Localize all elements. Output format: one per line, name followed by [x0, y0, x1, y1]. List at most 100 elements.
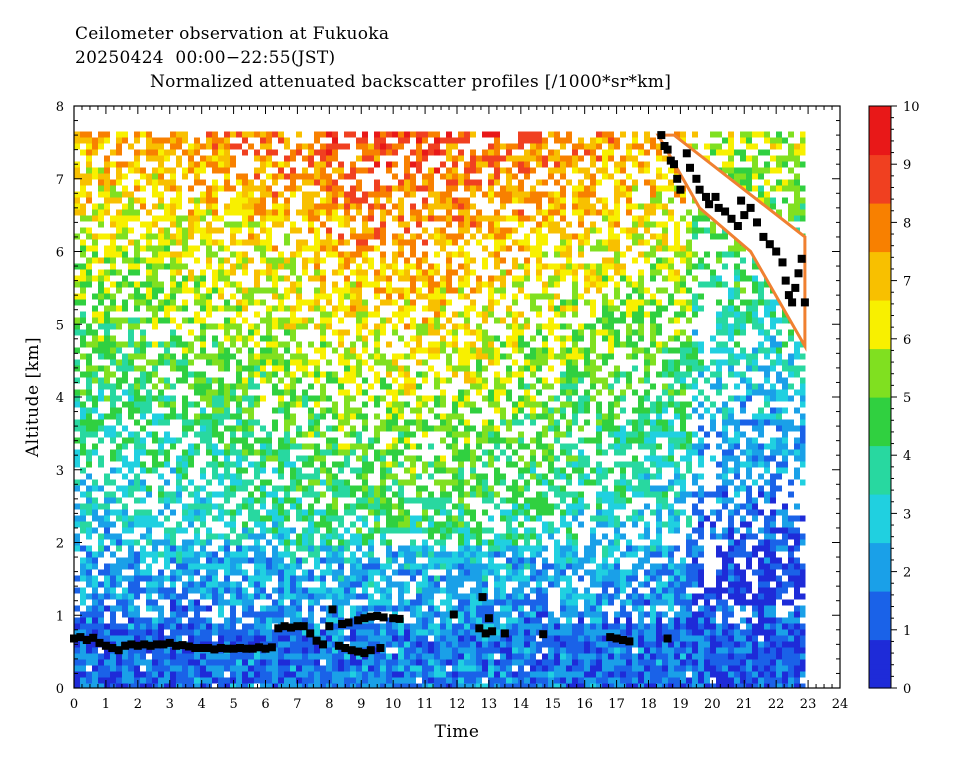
heatmap-cell	[452, 233, 458, 240]
heatmap-cell	[662, 461, 668, 468]
heatmap-cell	[374, 305, 380, 312]
heatmap-cell	[206, 209, 212, 216]
heatmap-cell	[170, 467, 176, 474]
heatmap-cell	[608, 341, 614, 348]
heatmap-cell	[692, 293, 698, 300]
heatmap-cell	[548, 323, 554, 330]
heatmap-cell	[692, 275, 698, 282]
heatmap-cell	[266, 311, 272, 318]
heatmap-cell	[230, 443, 236, 450]
heatmap-cell	[680, 455, 686, 462]
heatmap-cell	[272, 341, 278, 348]
heatmap-cell	[392, 491, 398, 498]
heatmap-cell	[356, 443, 362, 450]
heatmap-cell	[308, 191, 314, 198]
heatmap-cell	[722, 233, 728, 240]
heatmap-cell	[92, 317, 98, 324]
heatmap-cell	[548, 461, 554, 468]
heatmap-cell	[350, 269, 356, 276]
heatmap-cell	[668, 425, 674, 432]
heatmap-cell	[410, 251, 416, 258]
heatmap-cell	[674, 437, 680, 444]
heatmap-cell	[788, 143, 794, 150]
heatmap-cell	[236, 203, 242, 210]
heatmap-cell	[662, 275, 668, 282]
heatmap-cell	[374, 515, 380, 522]
heatmap-cell	[260, 359, 266, 366]
heatmap-cell	[746, 179, 752, 186]
heatmap-cell	[632, 131, 638, 138]
heatmap-cell	[392, 173, 398, 180]
heatmap-cell	[788, 209, 794, 216]
heatmap-cell	[182, 341, 188, 348]
heatmap-cell	[746, 455, 752, 462]
heatmap-cell	[566, 353, 572, 360]
heatmap-cell	[206, 155, 212, 162]
heatmap-cell	[266, 143, 272, 150]
heatmap-cell	[164, 431, 170, 438]
heatmap-cell	[290, 263, 296, 270]
heatmap-cell	[362, 239, 368, 246]
heatmap-cell	[284, 305, 290, 312]
heatmap-cell	[488, 227, 494, 234]
heatmap-cell	[644, 419, 650, 426]
heatmap-cell	[344, 503, 350, 510]
heatmap-cell	[98, 221, 104, 228]
heatmap-cell	[404, 341, 410, 348]
heatmap-cell	[200, 515, 206, 522]
heatmap-cell	[284, 371, 290, 378]
heatmap-cell	[458, 281, 464, 288]
heatmap-cell	[716, 341, 722, 348]
heatmap-cell	[416, 167, 422, 174]
heatmap-cell	[536, 143, 542, 150]
heatmap-cell	[578, 401, 584, 408]
heatmap-cell	[296, 443, 302, 450]
heatmap-cell	[146, 131, 152, 138]
heatmap-cell	[236, 467, 242, 474]
heatmap-cell	[182, 239, 188, 246]
heatmap-cell	[464, 431, 470, 438]
heatmap-cell	[716, 359, 722, 366]
heatmap-cell	[320, 323, 326, 330]
heatmap-cell	[272, 365, 278, 372]
heatmap-cell	[236, 197, 242, 204]
heatmap-cell	[548, 155, 554, 162]
heatmap-cell	[428, 305, 434, 312]
heatmap-cell	[494, 275, 500, 282]
heatmap-cell	[740, 269, 746, 276]
heatmap-cell	[146, 269, 152, 276]
heatmap-cell	[740, 173, 746, 180]
heatmap-cell	[554, 335, 560, 342]
heatmap-cell	[464, 221, 470, 228]
heatmap-cell	[794, 515, 800, 522]
chart-title-quantity: Normalized attenuated backscatter profil…	[150, 72, 672, 92]
heatmap-cell	[212, 287, 218, 294]
heatmap-cell	[680, 245, 686, 252]
heatmap-cell	[566, 323, 572, 330]
heatmap-cell	[728, 311, 734, 318]
heatmap-cell	[374, 281, 380, 288]
heatmap-cell	[752, 143, 758, 150]
heatmap-cell	[452, 467, 458, 474]
heatmap-cell	[296, 251, 302, 258]
heatmap-cell	[386, 461, 392, 468]
heatmap-cell	[746, 461, 752, 468]
heatmap-cell	[686, 239, 692, 246]
heatmap-cell	[674, 221, 680, 228]
heatmap-cell	[404, 401, 410, 408]
heatmap-cell	[740, 371, 746, 378]
heatmap-cell	[530, 515, 536, 522]
heatmap-cell	[698, 425, 704, 432]
heatmap-cell	[476, 389, 482, 396]
heatmap-cell	[578, 497, 584, 504]
heatmap-cell	[482, 233, 488, 240]
heatmap-cell	[422, 503, 428, 510]
heatmap-cell	[764, 377, 770, 384]
heatmap-cell	[644, 311, 650, 318]
heatmap-cell	[152, 395, 158, 402]
heatmap-cell	[410, 245, 416, 252]
heatmap-cell	[734, 485, 740, 492]
heatmap-cell	[116, 467, 122, 474]
heatmap-cell	[590, 395, 596, 402]
heatmap-cell	[494, 131, 500, 138]
